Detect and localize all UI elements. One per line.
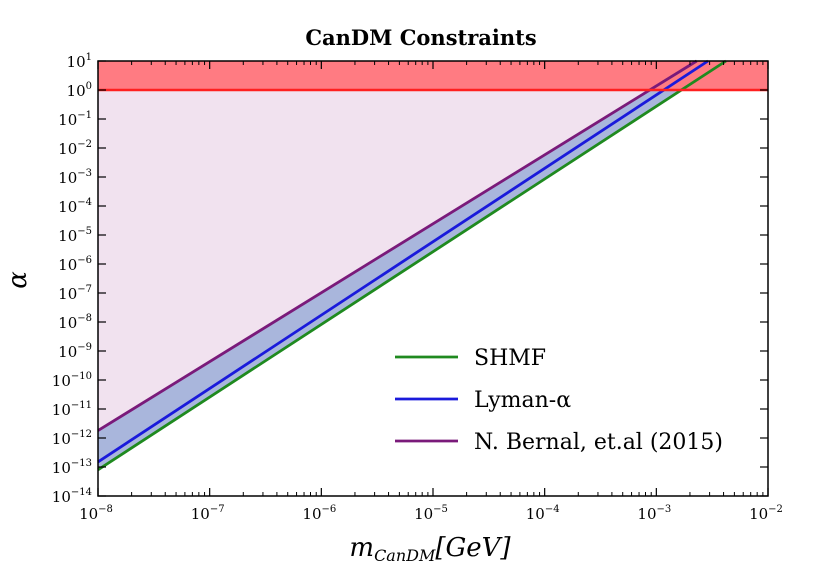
- x-tick-label: 10−7: [191, 504, 225, 523]
- lyman-alpha-line: [97, 59, 709, 464]
- fill-regions: [98, 61, 768, 470]
- y-tick-label: 10−10: [52, 371, 92, 390]
- x-axis-label-sub: CanDM: [374, 546, 436, 565]
- y-tick-label: 10−11: [52, 400, 92, 419]
- y-tick-label: 10−5: [58, 226, 92, 245]
- legend: SHMF Lyman-α N. Bernal, et.al (2015): [395, 346, 723, 455]
- x-tick-label: 10−5: [414, 504, 448, 523]
- legend-label: Lyman-α: [474, 388, 571, 413]
- y-tick-label: 10−1: [58, 110, 92, 129]
- legend-label: SHMF: [474, 346, 546, 371]
- x-axis-label: mCanDM[GeV]: [349, 533, 511, 565]
- bernal-line: [97, 59, 698, 432]
- y-tick-label: 10−4: [58, 197, 92, 216]
- plot-frame: [97, 60, 769, 497]
- x-tick-label: 10−6: [302, 504, 336, 523]
- y-axis-label: α: [3, 271, 33, 289]
- x-axis-label-unit: [GeV]: [435, 533, 511, 563]
- series-lines: [97, 59, 768, 471]
- x-tick-label: 10−3: [637, 504, 671, 523]
- y-tick-label: 10−3: [58, 168, 92, 187]
- y-tick-label: 10−2: [58, 139, 92, 158]
- y-tick-label: 10−13: [52, 458, 92, 477]
- legend-label: N. Bernal, et.al (2015): [474, 430, 723, 455]
- x-tick-label: 10−2: [749, 504, 783, 523]
- x-tick-label: 10−8: [79, 504, 113, 523]
- y-tick-label: 10−12: [52, 429, 92, 448]
- y-tick-label: 100: [67, 81, 92, 100]
- x-tick-label: 10−4: [526, 504, 560, 523]
- shmf-line: [97, 59, 727, 471]
- axis-ticks: 10−8 10−7 10−6 10−5 10−4 10−3 10−2 101 100 10−1 10…: [52, 52, 783, 523]
- y-tick-label: 101: [67, 52, 92, 71]
- y-tick-label: 10−9: [58, 342, 92, 361]
- y-tick-label: 10−14: [52, 487, 92, 506]
- y-tick-label: 10−7: [58, 284, 92, 303]
- chart-title: CanDM Constraints: [305, 25, 536, 50]
- x-axis-label-main: m: [349, 533, 374, 563]
- y-tick-label: 10−8: [58, 313, 92, 332]
- y-tick-label: 10−6: [58, 255, 92, 274]
